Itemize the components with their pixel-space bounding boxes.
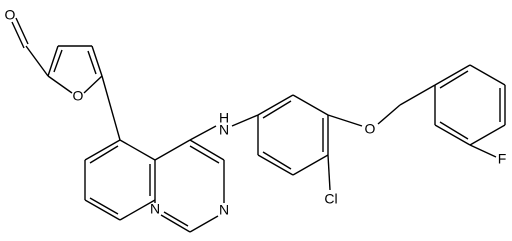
atom-label: Cl xyxy=(324,191,337,207)
atom-label: H xyxy=(219,110,229,126)
atom-label: N xyxy=(219,122,229,138)
atom-label: O xyxy=(73,88,84,104)
atom-label: O xyxy=(5,7,16,23)
atom-label: N xyxy=(150,201,160,217)
atom-labels: O O H N O Cl F N N xyxy=(5,7,507,218)
atom-label: N xyxy=(219,202,229,218)
bonds xyxy=(11,17,506,233)
atom-label: O xyxy=(365,121,376,137)
atom-label: F xyxy=(498,151,507,167)
